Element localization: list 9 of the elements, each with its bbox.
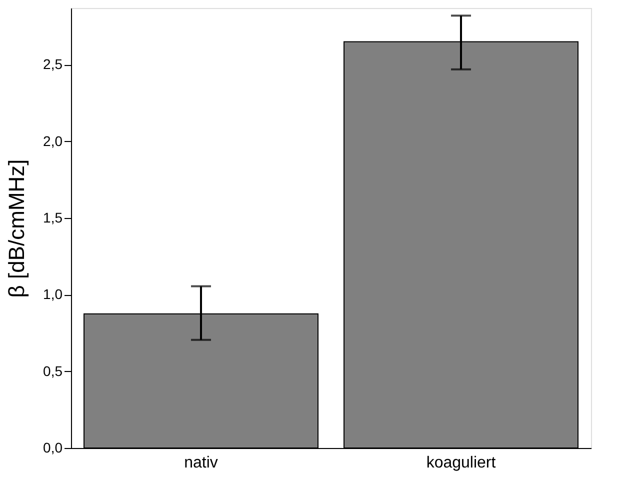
y-tick-label: 2,5 [43,56,63,72]
y-tick-label: 2,0 [43,132,63,149]
x-tick-label: koaguliert [426,454,496,472]
y-tick-label: 0,5 [43,362,63,379]
y-tick-label: 0,0 [43,440,63,456]
x-tick-label: nativ [184,454,218,472]
y-axis-title: β [dB/cmMHz] [4,159,30,298]
y-tick-label: 1,5 [43,210,63,226]
y-tick-label: 1,0 [43,286,63,302]
